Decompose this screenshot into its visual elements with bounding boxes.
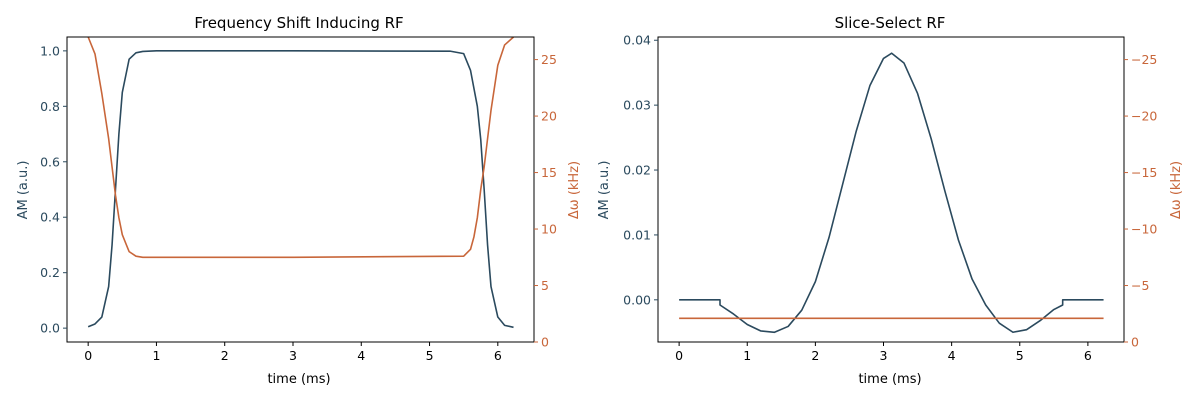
- chart-2-xlabel: time (ms): [858, 372, 921, 387]
- y-right-tick-label: 5: [541, 278, 549, 293]
- chart-1: Frequency Shift Inducing RF time (ms) AM…: [16, 14, 582, 387]
- y-left-tick-label: 0.00: [623, 292, 651, 307]
- x-tick-label: 5: [1016, 348, 1024, 363]
- x-tick-label: 6: [494, 348, 502, 363]
- x-tick-label: 4: [948, 348, 956, 363]
- x-tick-label: 3: [880, 348, 888, 363]
- chart-2-ylabel-left: AM (a.u.): [597, 161, 612, 220]
- y-left-tick-label: 0.02: [623, 163, 651, 178]
- y-right-tick-label: −20: [1131, 109, 1157, 124]
- x-tick-label: 2: [221, 348, 229, 363]
- chart-1-ylabel-right: Δω (kHz): [567, 161, 582, 219]
- chart-1-series-am-line: [87, 50, 514, 329]
- y-right-tick-label: −15: [1131, 165, 1157, 180]
- y-left-tick-label: 0.01: [623, 227, 651, 242]
- x-tick-label: 2: [811, 348, 819, 363]
- y-right-tick-label: 15: [541, 165, 557, 180]
- y-right-tick-label: 25: [541, 52, 557, 67]
- x-tick-label: 1: [152, 348, 160, 363]
- y-left-tick-label: 0.03: [623, 98, 651, 113]
- y-right-tick-label: −25: [1131, 52, 1157, 67]
- y-right-tick-label: 10: [541, 222, 557, 237]
- chart-2-frame: [657, 36, 1125, 343]
- y-left-tick-label: 0.04: [623, 33, 651, 48]
- chart-1-xlabel: time (ms): [267, 372, 330, 387]
- chart-1-ylabel-left: AM (a.u.): [16, 161, 31, 220]
- x-tick-label: 3: [289, 348, 297, 363]
- x-tick-label: 0: [675, 348, 683, 363]
- x-tick-label: 5: [426, 348, 434, 363]
- chart-2-title: Slice-Select RF: [835, 14, 946, 32]
- chart-2-ylabel-right: Δω (kHz): [1169, 161, 1184, 219]
- y-right-tick-label: 20: [541, 109, 557, 124]
- y-left-tick-label: 0.6: [40, 154, 60, 169]
- chart-1-title: Frequency Shift Inducing RF: [194, 14, 403, 32]
- x-tick-label: 0: [84, 348, 92, 363]
- x-tick-label: 1: [743, 348, 751, 363]
- y-left-tick-label: 1.0: [40, 43, 60, 58]
- y-left-tick-label: 0.8: [40, 99, 60, 114]
- y-right-tick-label: 0: [541, 335, 549, 350]
- y-left-tick-label: 0.4: [40, 210, 60, 225]
- chart-2-series-am-line: [679, 52, 1104, 334]
- x-tick-label: 6: [1084, 348, 1092, 363]
- y-left-tick-label: 0.0: [40, 321, 60, 336]
- chart-2: Slice-Select RF time (ms) AM (a.u.) Δω (…: [597, 14, 1184, 387]
- y-right-tick-label: −5: [1131, 278, 1149, 293]
- y-left-tick-label: 0.2: [40, 265, 60, 280]
- y-right-tick-label: 0: [1131, 335, 1139, 350]
- chart-1-series-freq-line: [87, 36, 515, 259]
- chart-1-frame: [66, 36, 535, 343]
- y-right-tick-label: −10: [1131, 222, 1157, 237]
- x-tick-label: 4: [357, 348, 365, 363]
